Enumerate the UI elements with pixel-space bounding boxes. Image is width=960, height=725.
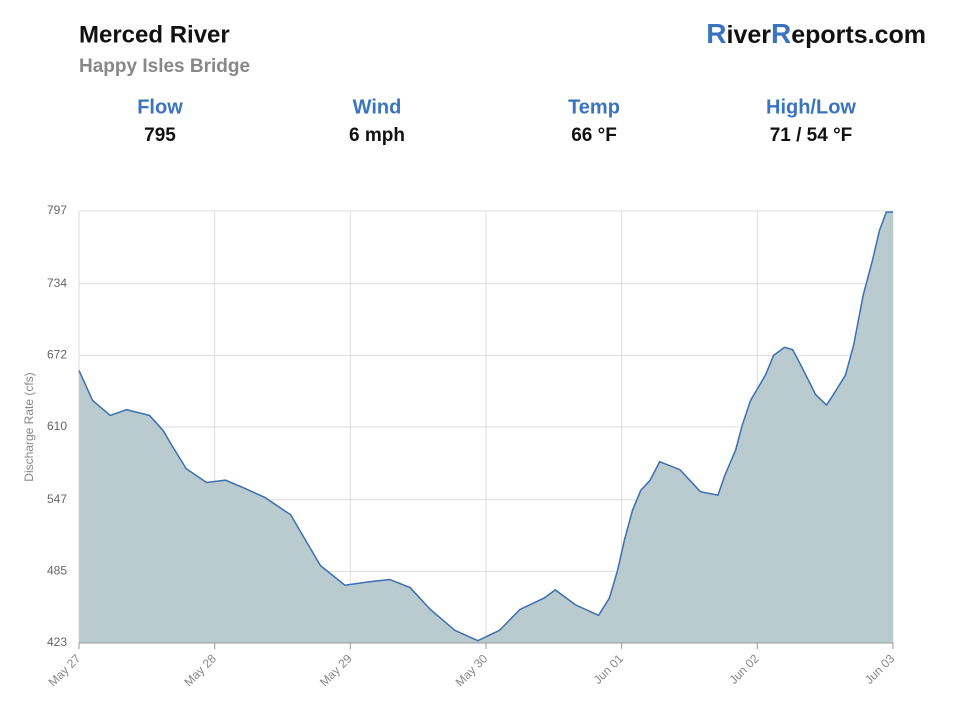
y-tick-label: 797 <box>47 203 67 217</box>
x-tick-label: May 28 <box>181 651 219 689</box>
stat-label: Temp <box>568 96 620 118</box>
stat-value: 795 <box>144 125 176 146</box>
line <box>78 211 893 642</box>
logo-part: eports.com <box>791 21 926 49</box>
stat-value: 71 / 54 °F <box>770 125 853 146</box>
logo-part: iver <box>727 21 772 49</box>
stat-label: Flow <box>137 96 183 118</box>
logo-part: R <box>706 18 726 49</box>
x-tick-label: Jun 03 <box>862 651 898 687</box>
y-axis-label: Discharge Rate (cfs) <box>22 372 36 481</box>
y-tick-label: 547 <box>47 492 67 506</box>
y-tick-label: 672 <box>47 348 67 362</box>
area <box>79 212 893 643</box>
x-tick-label: Jun 02 <box>726 651 762 687</box>
title: Merced River <box>79 21 230 48</box>
stats: Flow 795 Wind 6 mph Temp 66 °F High/Low 71 / 54… <box>137 96 856 146</box>
stat-value: 6 mph <box>349 125 405 146</box>
x-tick-label: May 29 <box>317 651 355 689</box>
stat-label: High/Low <box>766 96 856 118</box>
y-tick-label: 734 <box>47 276 67 290</box>
stat-label: Wind <box>353 96 402 118</box>
x-tick-label: May 30 <box>453 651 491 689</box>
stat-value: 66 °F <box>571 125 617 146</box>
logo[interactable]: RiverReports.com <box>706 18 926 49</box>
x-tick-label: May 27 <box>46 651 84 689</box>
subtitle: Happy Isles Bridge <box>79 56 250 77</box>
y-tick-label: 485 <box>47 564 67 578</box>
y-tick-label: 423 <box>47 635 67 649</box>
logo-part: R <box>771 18 791 49</box>
y-tick-label: 610 <box>47 419 67 433</box>
x-tick-label: Jun 01 <box>591 651 627 687</box>
chart: 423 485 547 610 672 734 797 May 27 May 28 May 29 M… <box>22 203 897 689</box>
